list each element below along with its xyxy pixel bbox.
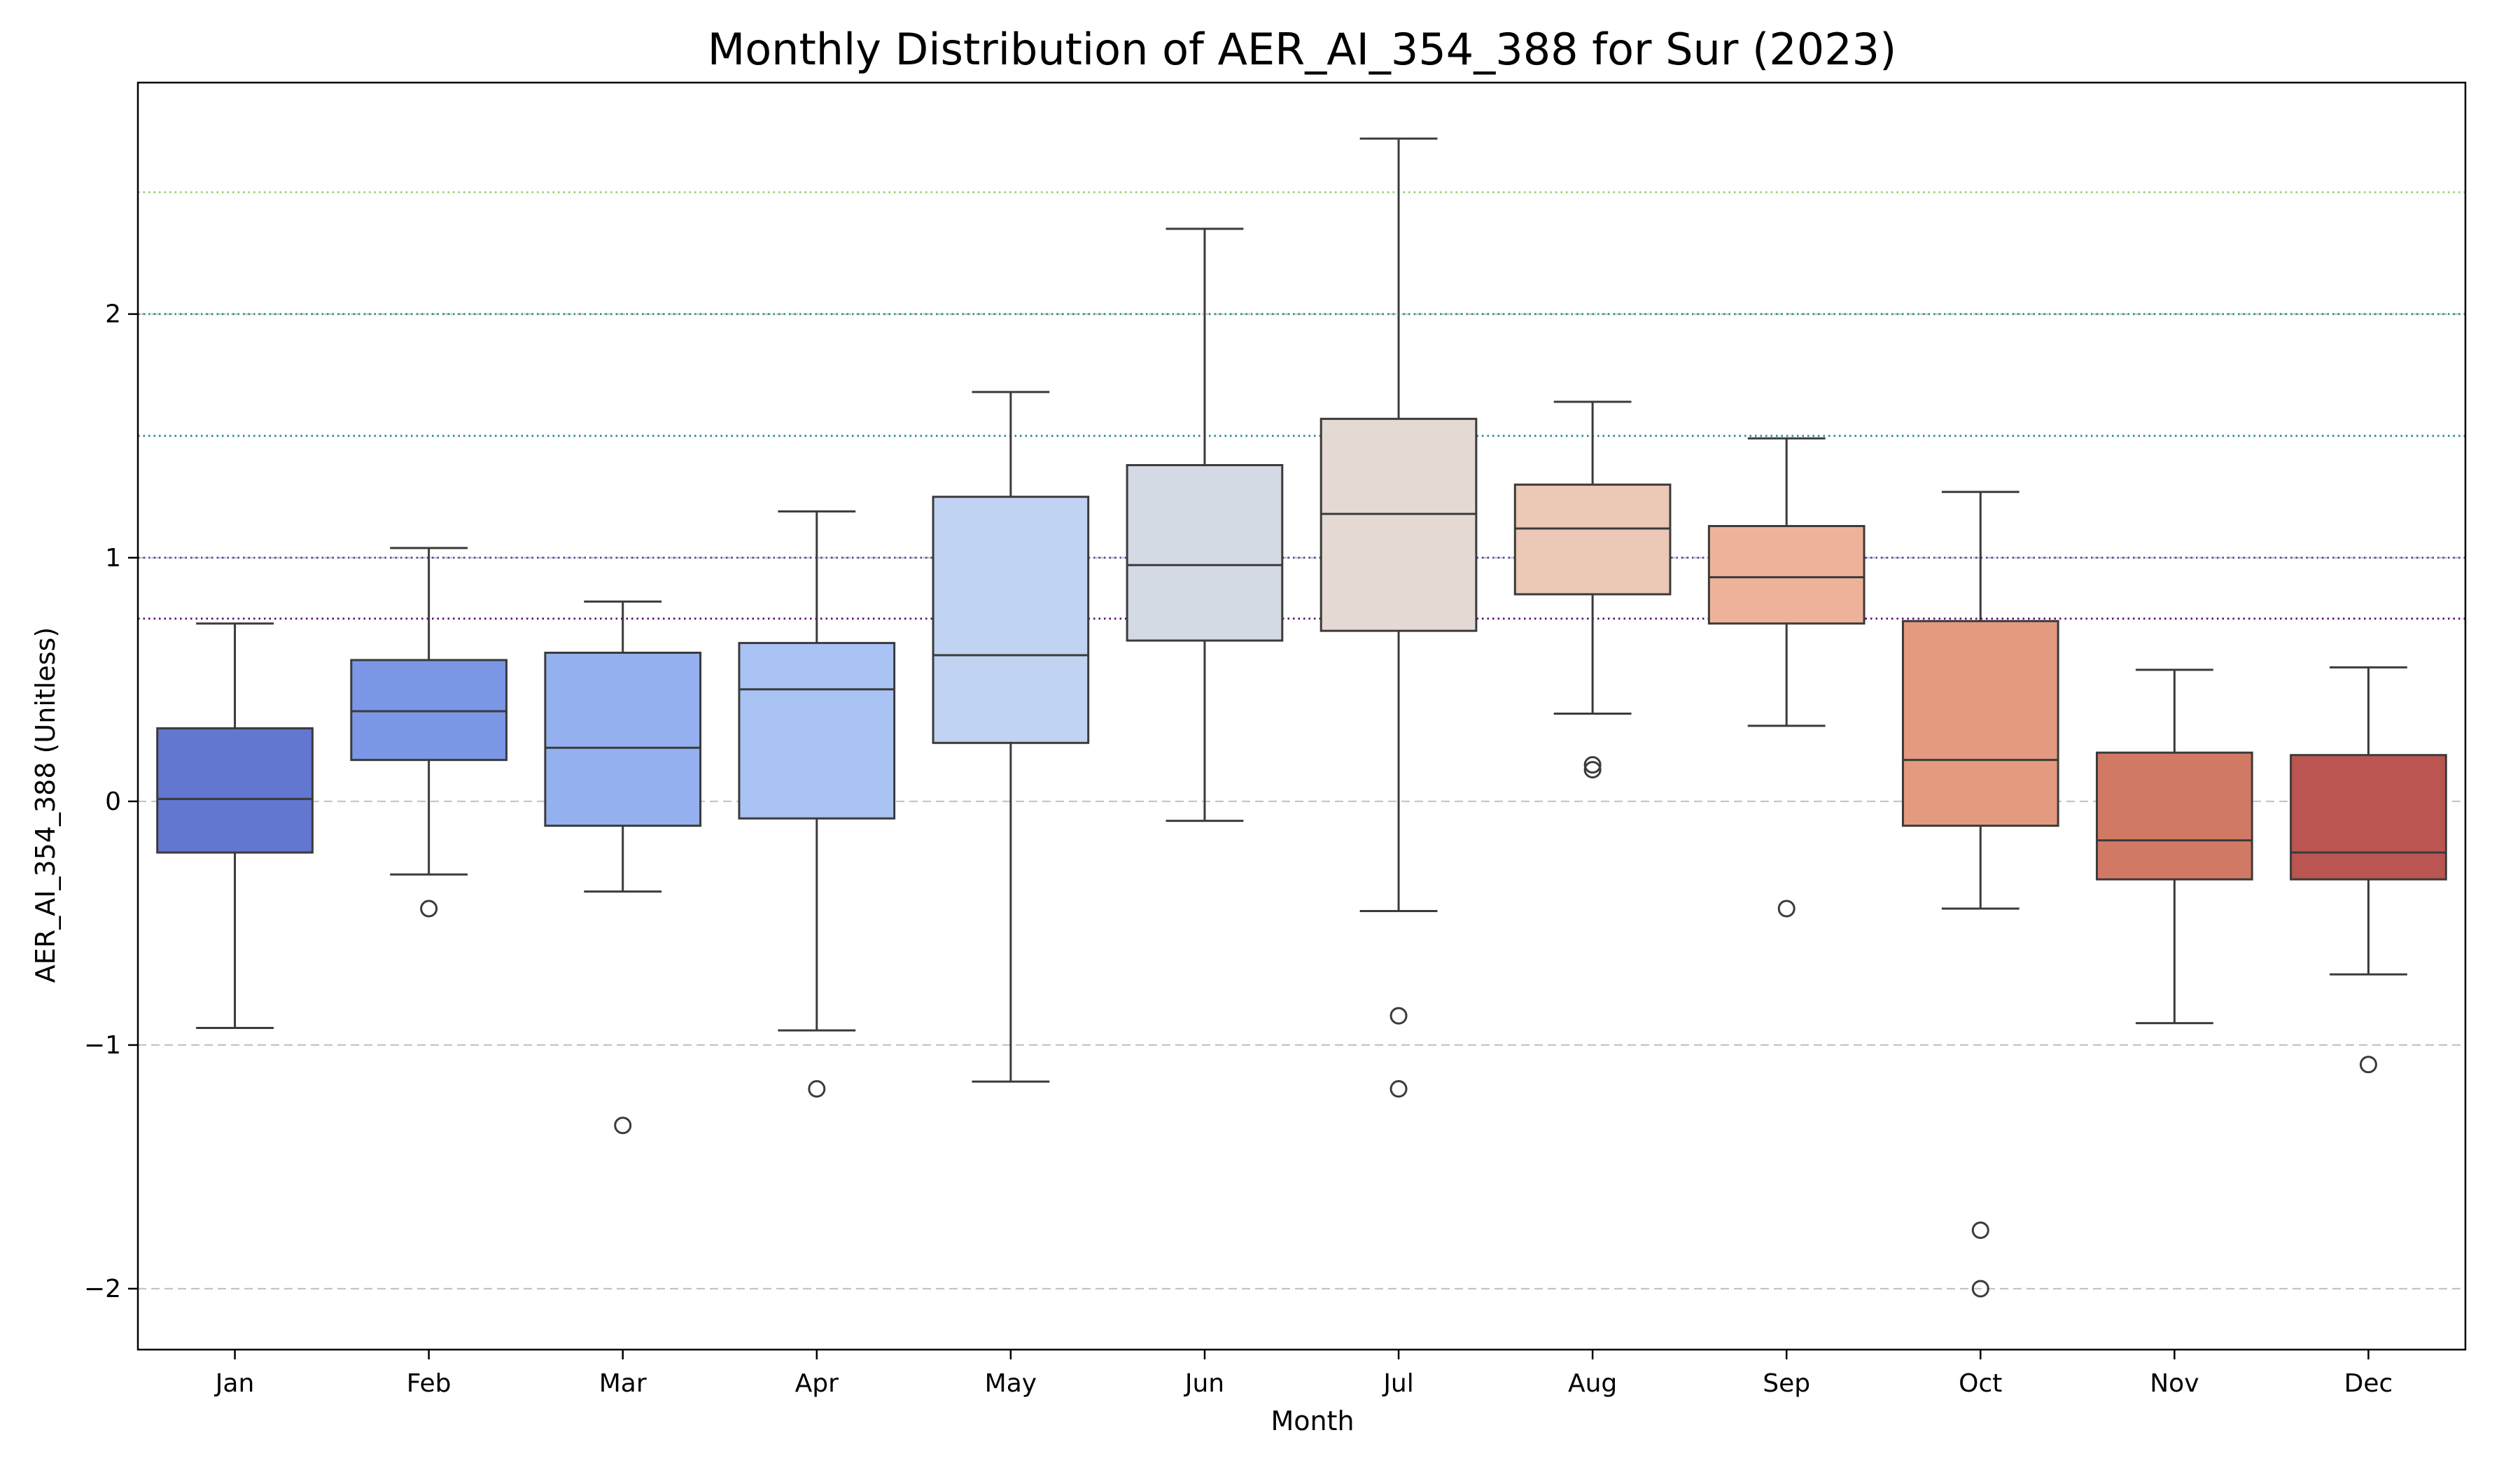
- x-tick-label: Mar: [599, 1369, 647, 1398]
- box-jun: [1126, 227, 1284, 822]
- y-tick-label: 0: [105, 788, 121, 816]
- x-tick-label: Sep: [1763, 1369, 1810, 1398]
- x-tick-label: May: [985, 1369, 1037, 1398]
- iqr-box: [156, 727, 314, 854]
- outlier-point: [614, 1116, 632, 1135]
- x-tick-label: Jan: [214, 1369, 255, 1398]
- outlier-point: [1971, 1280, 1989, 1298]
- y-tick-label: 2: [105, 300, 121, 329]
- box-aug: [1513, 400, 1672, 779]
- reference-lines: [138, 191, 2465, 620]
- chart-title: Monthly Distribution of AER_AI_354_388 f…: [708, 24, 1897, 75]
- outlier-point: [808, 1080, 826, 1098]
- iqr-box: [350, 659, 507, 762]
- x-tick-label: Dec: [2344, 1369, 2393, 1398]
- box-apr: [738, 510, 896, 1098]
- iqr-box: [2096, 751, 2253, 881]
- outlier-point: [1583, 761, 1602, 779]
- outlier-point: [2359, 1056, 2377, 1074]
- iqr-box: [544, 652, 702, 827]
- box-jul: [1320, 137, 1478, 1098]
- y-tick-label: −1: [84, 1031, 121, 1060]
- box-oct: [1901, 491, 2059, 1298]
- outlier-point: [1971, 1221, 1989, 1239]
- box-jan: [156, 622, 314, 1030]
- x-tick-label: Apr: [795, 1369, 839, 1398]
- boxes: [156, 137, 2447, 1298]
- outlier-point: [420, 899, 438, 918]
- box-feb: [350, 547, 507, 918]
- box-may: [932, 391, 1090, 1083]
- y-axis-title: AER_AI_354_388 (Unitless): [30, 627, 61, 983]
- y-axis: −2 −1 0 1 2: [84, 300, 138, 1303]
- box-nov: [2096, 668, 2253, 1025]
- x-tick-label: Aug: [1568, 1369, 1617, 1398]
- grid-lines: [138, 313, 2465, 1290]
- box-mar: [544, 600, 702, 1135]
- x-tick-label: Oct: [1959, 1369, 2002, 1398]
- iqr-box: [738, 642, 896, 820]
- x-tick-label: Feb: [407, 1369, 451, 1398]
- box-dec: [2290, 666, 2447, 1074]
- iqr-box: [1126, 463, 1284, 642]
- iqr-box: [1320, 417, 1478, 632]
- plot-frame: [136, 81, 2467, 1351]
- x-tick-label: Jul: [1382, 1369, 1413, 1398]
- outlier-point: [1390, 1080, 1408, 1098]
- iqr-box: [932, 496, 1090, 744]
- x-tick-label: Nov: [2150, 1369, 2199, 1398]
- y-tick-label: 1: [105, 544, 121, 573]
- x-tick-label: Jun: [1184, 1369, 1224, 1398]
- y-tick-label: −2: [84, 1275, 121, 1303]
- iqr-box: [1901, 620, 2059, 827]
- outlier-point: [1583, 756, 1602, 774]
- x-axis-title: Month: [1270, 1406, 1354, 1436]
- outlier-point: [1390, 1007, 1408, 1025]
- iqr-box: [1513, 483, 1672, 596]
- x-axis: Jan Feb Mar Apr May Jun Jul Aug Sep Oct Nov Dec: [214, 1350, 2393, 1398]
- box-sep: [1707, 437, 1865, 918]
- iqr-box: [1707, 525, 1865, 625]
- outlier-point: [1777, 899, 1795, 918]
- iqr-box: [2290, 754, 2447, 881]
